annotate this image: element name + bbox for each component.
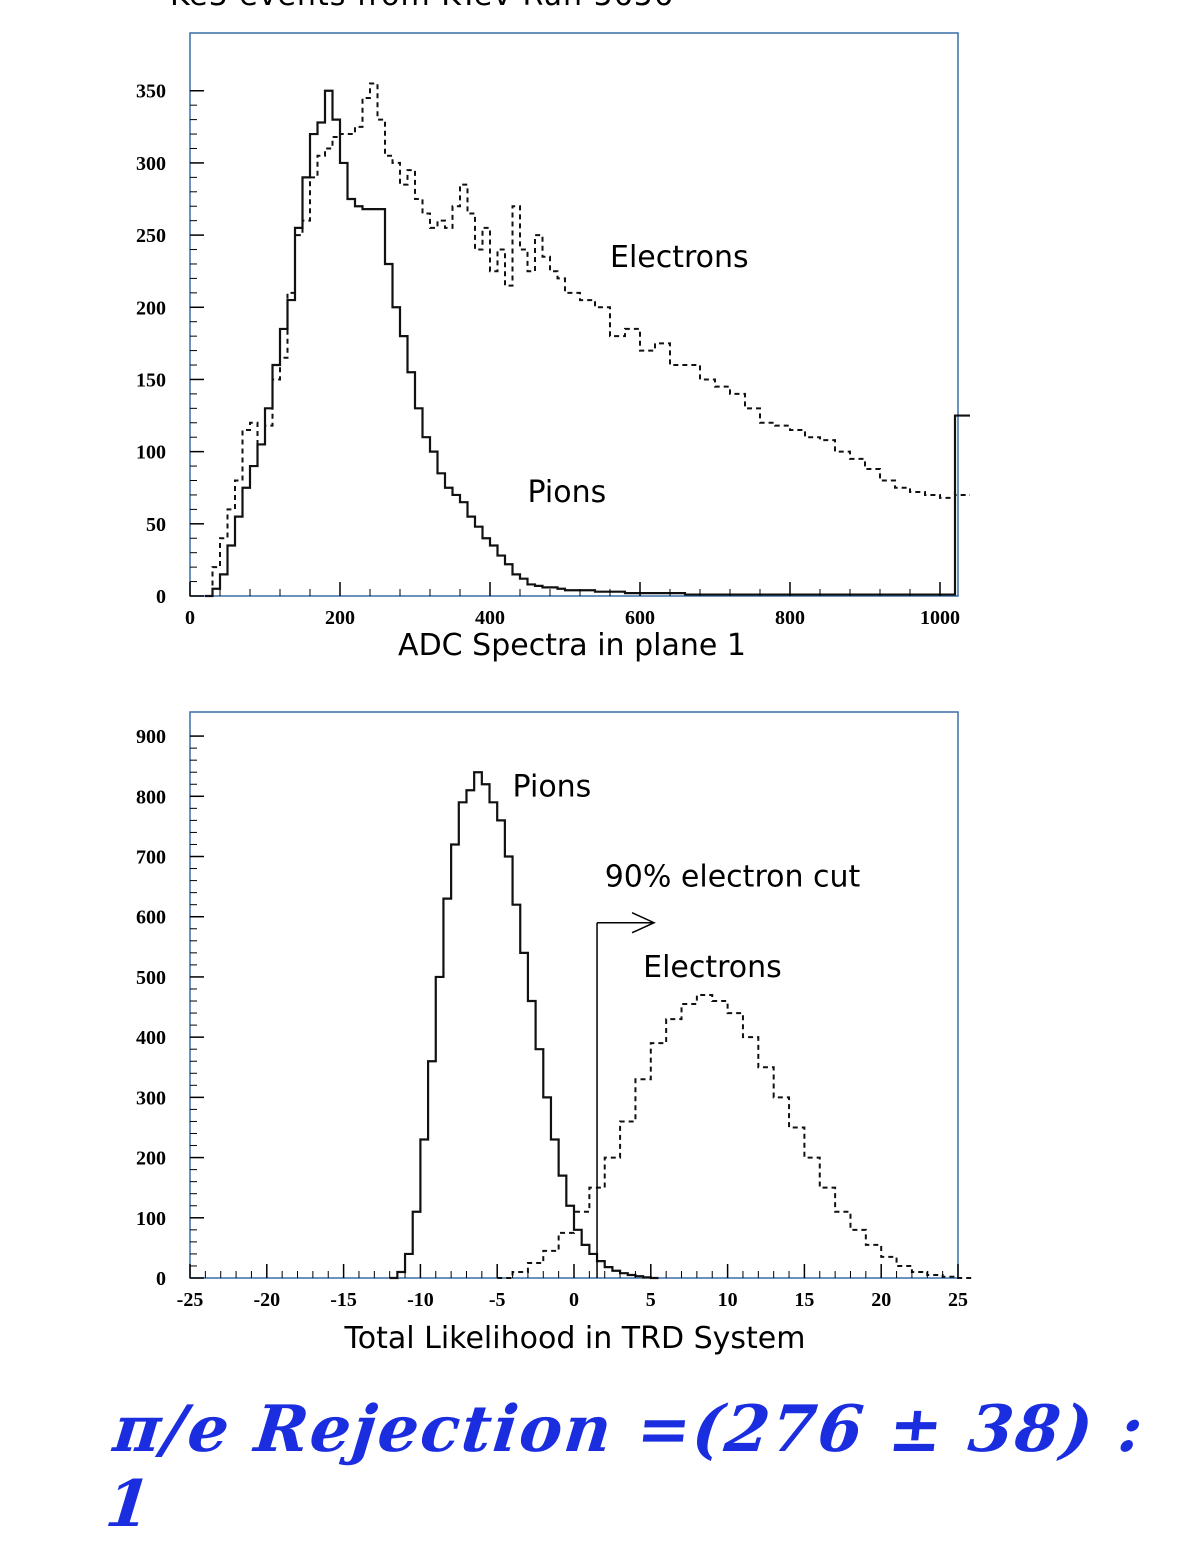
x-axis-label: ADC Spectra in plane 1 — [398, 628, 746, 663]
y-tick-label: 0 — [156, 586, 166, 608]
y-tick-label: 500 — [136, 967, 166, 989]
x-tick-label: -5 — [489, 1289, 506, 1311]
annotation-pions: Pions — [513, 769, 592, 804]
y-tick-label: 350 — [136, 81, 166, 103]
plot-frame — [189, 32, 959, 597]
x-tick-label: -25 — [177, 1289, 204, 1311]
figure-header: Ke3 events from KTev Run 5656 — [170, 0, 674, 13]
x-axis-label: Total Likelihood in TRD System — [344, 1321, 806, 1356]
y-tick-label: 600 — [136, 907, 166, 929]
cut-arrow-head — [631, 912, 656, 934]
y-tick-label: 400 — [136, 1027, 166, 1049]
series-electrons — [497, 994, 974, 1279]
y-tick-label: 100 — [136, 1208, 166, 1230]
annotation-pions: Pions — [528, 475, 607, 510]
y-tick-label: 50 — [146, 514, 166, 536]
rejection-result: π/e Rejection =(276 ± 38) : 1 — [102, 1392, 1149, 1542]
x-tick-label: 800 — [775, 607, 805, 629]
y-tick-label: 300 — [136, 1087, 166, 1109]
annotation-electron-cut: 90% electron cut — [605, 860, 861, 895]
x-tick-label: 25 — [948, 1289, 968, 1311]
x-tick-label: -10 — [407, 1289, 434, 1311]
annotation-electrons: Electrons — [643, 950, 782, 985]
series-electrons — [205, 82, 970, 597]
y-tick-label: 300 — [136, 153, 166, 175]
adc-spectra-chart: 0 50 100 150 200 250 300 350 0 200 400 600 800 1000 E… — [136, 32, 970, 663]
y-tick-label: 150 — [136, 369, 166, 391]
y-tick-label: 200 — [136, 1148, 166, 1170]
x-tick-label: 5 — [646, 1289, 656, 1311]
x-tick-label: 0 — [569, 1289, 579, 1311]
x-tick-label: 1000 — [920, 607, 960, 629]
series-pions — [389, 771, 659, 1280]
annotation-electrons: Electrons — [610, 240, 749, 275]
y-tick-label: 250 — [136, 225, 166, 247]
x-tick-label: 15 — [794, 1289, 814, 1311]
y-tick-label: 100 — [136, 442, 166, 464]
x-tick-label: 200 — [325, 607, 355, 629]
x-tick-label: -15 — [330, 1289, 357, 1311]
x-tick-label: 400 — [475, 607, 505, 629]
x-tick-label: 600 — [625, 607, 655, 629]
y-tick-label: 0 — [156, 1268, 166, 1290]
x-tick-label: 20 — [871, 1289, 891, 1311]
x-tick-label: 0 — [185, 607, 195, 629]
x-tick-label: -20 — [253, 1289, 280, 1311]
y-tick-label: 200 — [136, 297, 166, 319]
y-tick-label: 800 — [136, 786, 166, 808]
x-tick-label: 10 — [718, 1289, 738, 1311]
series-pions — [205, 89, 970, 598]
y-tick-label: 700 — [136, 847, 166, 869]
y-tick-label: 900 — [136, 726, 166, 748]
